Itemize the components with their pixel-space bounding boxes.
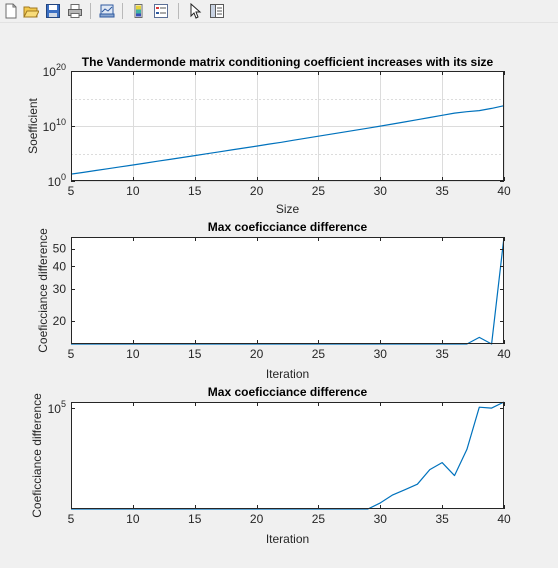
x-tick-label: 35 bbox=[435, 347, 449, 361]
x-tick-label: 10 bbox=[126, 347, 140, 361]
x-tick-label: 5 bbox=[68, 184, 75, 198]
series-line bbox=[70, 105, 505, 175]
print-icon[interactable] bbox=[66, 2, 84, 20]
axes-box bbox=[71, 402, 504, 509]
x-tick-label: 15 bbox=[188, 512, 202, 526]
axis-ticks: 5 10 15 20 25 30 35 40 100 1010 1020 bbox=[43, 62, 511, 198]
y-tick-label: 30 bbox=[53, 282, 67, 296]
axes-vandermonde-conditioning: 5 10 15 20 25 30 35 40 100 1010 1020 The Vandermon… bbox=[26, 55, 511, 216]
y-tick-label: 20 bbox=[53, 314, 67, 328]
x-tick-label: 35 bbox=[435, 512, 449, 526]
figure-toolbar bbox=[0, 0, 558, 23]
save-icon[interactable] bbox=[44, 2, 62, 20]
x-tick-label: 25 bbox=[312, 512, 326, 526]
x-axis-label: Iteration bbox=[266, 367, 309, 381]
x-tick-label: 20 bbox=[250, 347, 264, 361]
y-axis-label: Soefficient bbox=[26, 97, 40, 153]
x-tick-label: 20 bbox=[250, 184, 264, 198]
x-tick-label: 40 bbox=[497, 347, 511, 361]
edit-plot-icon[interactable] bbox=[186, 2, 204, 20]
y-tick-label: 40 bbox=[53, 259, 67, 273]
x-tick-label: 25 bbox=[312, 184, 326, 198]
y-tick-label: 1010 bbox=[43, 117, 66, 134]
link-plot-icon[interactable] bbox=[98, 2, 116, 20]
x-tick-label: 40 bbox=[497, 184, 511, 198]
x-axis-label: Size bbox=[276, 202, 300, 216]
x-tick-label: 15 bbox=[188, 347, 202, 361]
toolbar-separator bbox=[122, 3, 123, 19]
x-tick-label: 30 bbox=[374, 512, 388, 526]
x-tick-label: 5 bbox=[68, 512, 75, 526]
plot-area bbox=[71, 402, 504, 509]
x-tick-label: 5 bbox=[68, 347, 75, 361]
y-tick-label: 105 bbox=[48, 399, 66, 416]
toolbar-separator bbox=[90, 3, 91, 19]
x-tick-label: 15 bbox=[188, 184, 202, 198]
axis-ticks: 5 10 15 20 25 30 35 40 105 bbox=[48, 399, 511, 526]
x-tick-label: 20 bbox=[250, 512, 264, 526]
x-tick-label: 35 bbox=[435, 184, 449, 198]
y-tick-label: 50 bbox=[53, 242, 67, 256]
open-file-icon[interactable] bbox=[22, 2, 40, 20]
x-tick-label: 30 bbox=[374, 347, 388, 361]
chart-title: The Vandermonde matrix conditioning coef… bbox=[82, 55, 494, 69]
y-tick-label: 1020 bbox=[43, 62, 66, 79]
new-figure-icon[interactable] bbox=[2, 2, 20, 20]
x-tick-label: 30 bbox=[374, 184, 388, 198]
series-group bbox=[70, 105, 505, 175]
x-tick-label: 10 bbox=[126, 512, 140, 526]
x-tick-label: 10 bbox=[126, 184, 140, 198]
property-inspector-icon[interactable] bbox=[208, 2, 226, 20]
insert-legend-icon[interactable] bbox=[152, 2, 170, 20]
chart-title: Max coeficciance difference bbox=[208, 385, 368, 399]
x-axis-label: Iteration bbox=[266, 532, 309, 546]
axes-max-coefficient-difference-linear: 5 10 15 20 25 30 35 40 20 30 40 50 Max coeficciance… bbox=[36, 220, 511, 381]
y-axis-label: Coeficciance difference bbox=[36, 228, 50, 353]
y-axis-label: Coeficciance difference bbox=[30, 393, 44, 518]
axes-max-coefficient-difference-log: 5 10 15 20 25 30 35 40 105 Max coeficciance diff… bbox=[30, 385, 511, 546]
axis-ticks: 5 10 15 20 25 30 35 40 20 30 40 50 bbox=[53, 237, 511, 361]
plot-area bbox=[71, 237, 504, 344]
toolbar-separator bbox=[178, 3, 179, 19]
chart-title: Max coeficciance difference bbox=[208, 220, 368, 234]
axes-box bbox=[71, 237, 504, 344]
y-tick-label: 100 bbox=[48, 172, 66, 189]
x-tick-label: 25 bbox=[312, 347, 326, 361]
insert-colorbar-icon[interactable] bbox=[130, 2, 148, 20]
x-tick-label: 40 bbox=[497, 512, 511, 526]
